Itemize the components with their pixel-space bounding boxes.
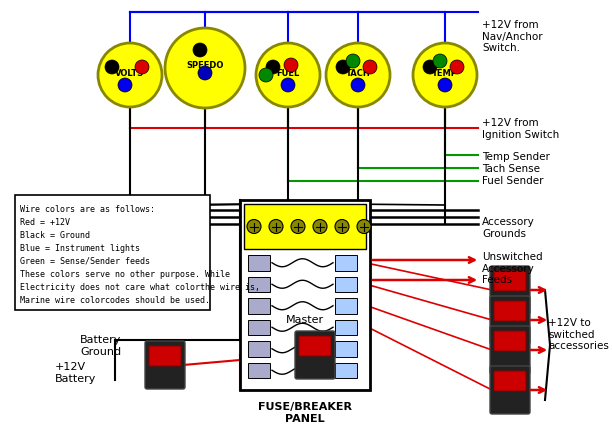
Circle shape: [269, 219, 283, 234]
Text: FUSE/BREAKER
PANEL: FUSE/BREAKER PANEL: [258, 402, 352, 424]
Circle shape: [266, 60, 280, 74]
Circle shape: [291, 219, 305, 234]
Bar: [248, 320, 270, 335]
Circle shape: [284, 58, 298, 72]
FancyBboxPatch shape: [490, 366, 530, 414]
Circle shape: [326, 43, 390, 107]
Text: +12V from
Ignition Switch: +12V from Ignition Switch: [482, 118, 559, 140]
Circle shape: [135, 60, 149, 74]
Text: Wire colors are as follows:: Wire colors are as follows:: [20, 205, 155, 214]
Text: Fuel Sender: Fuel Sender: [482, 176, 543, 186]
Text: Green = Sense/Sender feeds: Green = Sense/Sender feeds: [20, 257, 150, 266]
Text: +12V from
Nav/Anchor
Switch.: +12V from Nav/Anchor Switch.: [482, 20, 543, 53]
FancyBboxPatch shape: [494, 331, 526, 351]
Circle shape: [98, 43, 162, 107]
FancyBboxPatch shape: [299, 336, 331, 356]
Bar: [248, 255, 270, 270]
Circle shape: [450, 60, 464, 74]
Circle shape: [247, 219, 261, 234]
Text: Battery
Ground: Battery Ground: [80, 335, 121, 356]
Text: Electricity does not care what colorthe wire is,: Electricity does not care what colorthe …: [20, 283, 260, 292]
Circle shape: [193, 43, 207, 57]
Bar: [240, 200, 370, 390]
Bar: [244, 204, 366, 249]
Circle shape: [281, 78, 295, 92]
FancyBboxPatch shape: [490, 266, 530, 314]
Bar: [248, 298, 270, 314]
FancyBboxPatch shape: [494, 271, 526, 291]
Circle shape: [413, 43, 477, 107]
Circle shape: [336, 60, 350, 74]
Circle shape: [423, 60, 437, 74]
Text: Unswitched
Accessory
Feeds: Unswitched Accessory Feeds: [482, 252, 543, 285]
Bar: [15, 195, 210, 310]
Text: Marine wire colorcodes should be used.: Marine wire colorcodes should be used.: [20, 296, 210, 305]
Bar: [335, 362, 357, 378]
Circle shape: [346, 54, 360, 68]
Text: Temp Sender: Temp Sender: [482, 152, 550, 162]
Circle shape: [351, 78, 365, 92]
Bar: [335, 276, 357, 292]
Bar: [248, 276, 270, 292]
Text: Master: Master: [286, 315, 324, 325]
Text: TEMP: TEMP: [432, 69, 458, 77]
Circle shape: [105, 60, 119, 74]
Circle shape: [118, 78, 132, 92]
Circle shape: [313, 219, 327, 234]
Circle shape: [357, 219, 371, 234]
Text: SPEEDO: SPEEDO: [186, 61, 224, 70]
Text: Black = Ground: Black = Ground: [20, 231, 90, 240]
Circle shape: [433, 54, 447, 68]
Text: Blue = Instrument lights: Blue = Instrument lights: [20, 244, 140, 253]
Bar: [335, 255, 357, 270]
Text: Red = +12V: Red = +12V: [20, 218, 70, 227]
Text: +12V to
switched
accessories: +12V to switched accessories: [548, 318, 609, 351]
FancyBboxPatch shape: [295, 331, 335, 379]
Bar: [335, 320, 357, 335]
FancyBboxPatch shape: [490, 326, 530, 374]
Text: +12V
Battery: +12V Battery: [55, 362, 96, 384]
Bar: [335, 298, 357, 314]
Text: Tach Sense: Tach Sense: [482, 164, 540, 174]
Circle shape: [363, 60, 377, 74]
FancyBboxPatch shape: [145, 341, 185, 389]
Text: These colors serve no other purpose. While: These colors serve no other purpose. Whi…: [20, 270, 230, 279]
Text: VOLTS: VOLTS: [116, 69, 144, 77]
FancyBboxPatch shape: [494, 371, 526, 391]
FancyBboxPatch shape: [149, 346, 181, 366]
Circle shape: [165, 28, 245, 108]
Bar: [335, 341, 357, 356]
Circle shape: [438, 78, 452, 92]
Circle shape: [259, 68, 273, 82]
Text: FUEL: FUEL: [277, 69, 300, 77]
Circle shape: [256, 43, 320, 107]
FancyBboxPatch shape: [494, 301, 526, 321]
Text: TACH: TACH: [346, 69, 370, 77]
Bar: [248, 362, 270, 378]
Circle shape: [335, 219, 349, 234]
Circle shape: [198, 66, 212, 80]
FancyBboxPatch shape: [490, 296, 530, 344]
Text: Accessory
Grounds: Accessory Grounds: [482, 217, 535, 238]
Bar: [248, 341, 270, 356]
